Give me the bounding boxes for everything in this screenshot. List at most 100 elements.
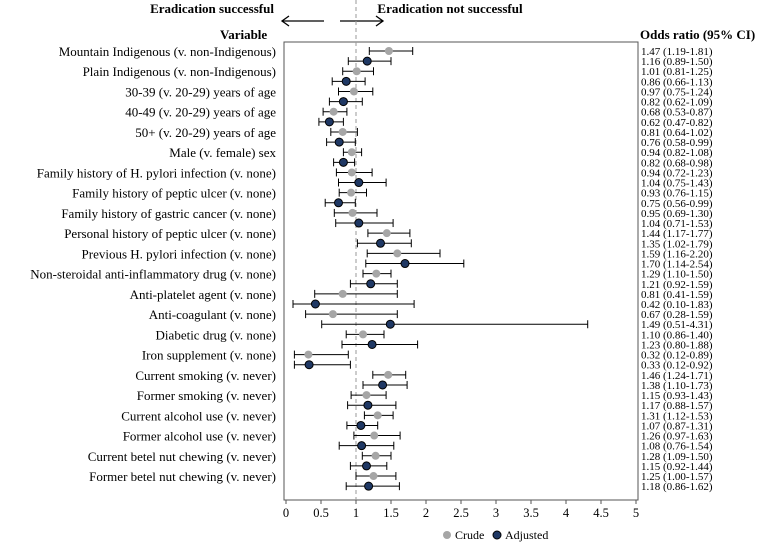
adjusted-or-text: 0.86 (0.66-1.13) (641, 76, 713, 88)
crude-or-text: 0.94 (0.72-1.23) (641, 167, 713, 179)
right-direction-label: Eradication not successful (377, 1, 523, 16)
odds-ratio-header: Odds ratio (95% CI) (640, 27, 755, 42)
crude-point (347, 148, 356, 157)
legend: Crude Adjusted (443, 528, 548, 542)
left-direction-label: Eradication successful (150, 1, 274, 16)
crude-point (362, 391, 371, 400)
adjusted-or-text: 0.75 (0.56-0.99) (641, 198, 713, 210)
variable-label: Previous H. pylori infection (v. none) (82, 246, 276, 261)
x-tick-label: 3.5 (523, 506, 539, 520)
crude-or-text: 0.97 (0.75-1.24) (641, 86, 713, 98)
crude-point (369, 472, 378, 481)
right-arrow-icon (340, 15, 385, 27)
crude-point (338, 289, 347, 298)
crude-or-text: 1.28 (1.09-1.50) (641, 451, 713, 463)
adjusted-point (362, 56, 372, 66)
crude-or-text: 1.01 (0.81-1.25) (641, 66, 713, 78)
legend-adjusted-marker (492, 530, 502, 540)
crude-point (352, 67, 361, 76)
variable-label: Former alcohol use (v. never) (123, 429, 276, 444)
variable-label: Diabetic drug (v. none) (156, 327, 276, 342)
adjusted-point (304, 360, 314, 370)
legend-adjusted-label: Adjusted (505, 528, 548, 542)
adjusted-or-text: 0.82 (0.68-0.98) (641, 157, 713, 169)
adjusted-point (310, 299, 320, 309)
adjusted-or-text: 1.15 (0.92-1.44) (641, 461, 713, 473)
crude-or-text: 0.67 (0.28-1.59) (641, 309, 713, 321)
adjusted-point (357, 441, 367, 451)
adjusted-point (338, 97, 348, 107)
crude-or-text: 0.81 (0.64-1.02) (641, 127, 713, 139)
left-arrow-icon (280, 15, 324, 27)
crude-point (348, 208, 357, 217)
adjusted-point (385, 319, 395, 329)
variable-label: Family history of gastric cancer (v. non… (61, 206, 276, 221)
adjusted-point (367, 339, 377, 349)
x-tick-label: 0.5 (313, 506, 329, 520)
variable-label: 50+ (v. 20-29) years of age (135, 125, 276, 140)
adjusted-or-text: 0.42 (0.10-1.83) (641, 299, 713, 311)
variable-label: Current alcohol use (v. never) (121, 408, 276, 423)
legend-crude-label: Crude (455, 528, 484, 542)
adjusted-or-text: 1.04 (0.71-1.53) (641, 218, 713, 230)
adjusted-point (341, 76, 351, 86)
adjusted-or-text: 1.38 (1.10-1.73) (641, 380, 713, 392)
crude-or-text: 0.95 (0.69-1.30) (641, 208, 713, 220)
crude-or-text: 1.47 (1.19-1.81) (641, 46, 713, 58)
adjusted-or-text: 0.62 (0.47-0.82) (641, 117, 713, 129)
adjusted-or-text: 0.82 (0.62-1.09) (641, 97, 713, 109)
adjusted-point (362, 461, 371, 471)
adjusted-or-text: 1.17 (0.88-1.57) (641, 400, 713, 412)
x-tick-label: 4.5 (593, 506, 609, 520)
x-tick-label: 2.5 (453, 506, 469, 520)
adjusted-or-text: 1.07 (0.87-1.31) (641, 420, 713, 432)
crude-point (338, 127, 347, 136)
crude-or-text: 0.32 (0.12-0.89) (641, 350, 713, 362)
crude-point (373, 411, 382, 420)
variable-label: Anti-coagulant (v. none) (149, 307, 276, 322)
crude-or-text: 1.26 (0.97-1.63) (641, 431, 713, 443)
variable-label: Anti-platelet agent (v. none) (130, 287, 276, 302)
adjusted-point (354, 218, 364, 228)
crude-point (304, 350, 313, 359)
adjusted-or-text: 1.70 (1.14-2.54) (641, 259, 713, 271)
adjusted-or-text: 0.76 (0.58-0.99) (641, 137, 713, 149)
crude-point (329, 107, 338, 116)
variable-label: Mountain Indigenous (v. non-Indigenous) (59, 44, 276, 59)
adjusted-or-text: 1.21 (0.92-1.59) (641, 279, 713, 291)
crude-or-text: 0.93 (0.76-1.15) (641, 188, 713, 200)
adjusted-point (376, 238, 385, 248)
crude-point (384, 370, 393, 379)
adjusted-or-text: 0.33 (0.12-0.92) (641, 360, 713, 372)
variable-label: 40-49 (v. 20-29) years of age (125, 105, 276, 120)
x-tick-label: 3 (493, 506, 499, 520)
adjusted-point (334, 137, 344, 147)
x-tick-label: 1 (353, 506, 359, 520)
crude-or-text: 1.46 (1.24-1.71) (641, 370, 713, 382)
adjusted-point (356, 420, 366, 430)
x-tick-label: 5 (633, 506, 639, 520)
variable-label: Current smoking (v. never) (135, 368, 276, 383)
adjusted-or-text: 1.49 (0.51-4.31) (641, 319, 713, 331)
crude-or-text: 0.81 (0.41-1.59) (641, 289, 713, 301)
crude-point (371, 451, 380, 460)
adjusted-point (400, 259, 410, 269)
crude-or-text: 0.94 (0.82-1.08) (641, 147, 713, 159)
crude-or-text: 0.68 (0.53-0.87) (641, 107, 713, 119)
variable-label: Former betel nut chewing (v. never) (89, 469, 276, 484)
x-tick-label: 2 (423, 506, 429, 520)
adjusted-or-text: 1.04 (0.75-1.43) (641, 178, 713, 190)
crude-or-text: 1.10 (0.86-1.40) (641, 329, 713, 341)
crude-point (372, 269, 381, 278)
adjusted-point (378, 380, 388, 390)
legend-crude-marker (443, 531, 451, 539)
variable-label: Family history of H. pylori infection (v… (37, 165, 276, 180)
variable-label: Personal history of peptic ulcer (v. non… (64, 226, 276, 241)
variable-label: Iron supplement (v. none) (142, 348, 276, 363)
adjusted-or-text: 1.08 (0.76-1.54) (641, 441, 713, 453)
crude-or-text: 1.31 (1.12-1.53) (641, 410, 713, 422)
crude-point (349, 87, 358, 96)
crude-or-text: 1.59 (1.16-2.20) (641, 248, 713, 260)
adjusted-point (338, 157, 348, 167)
